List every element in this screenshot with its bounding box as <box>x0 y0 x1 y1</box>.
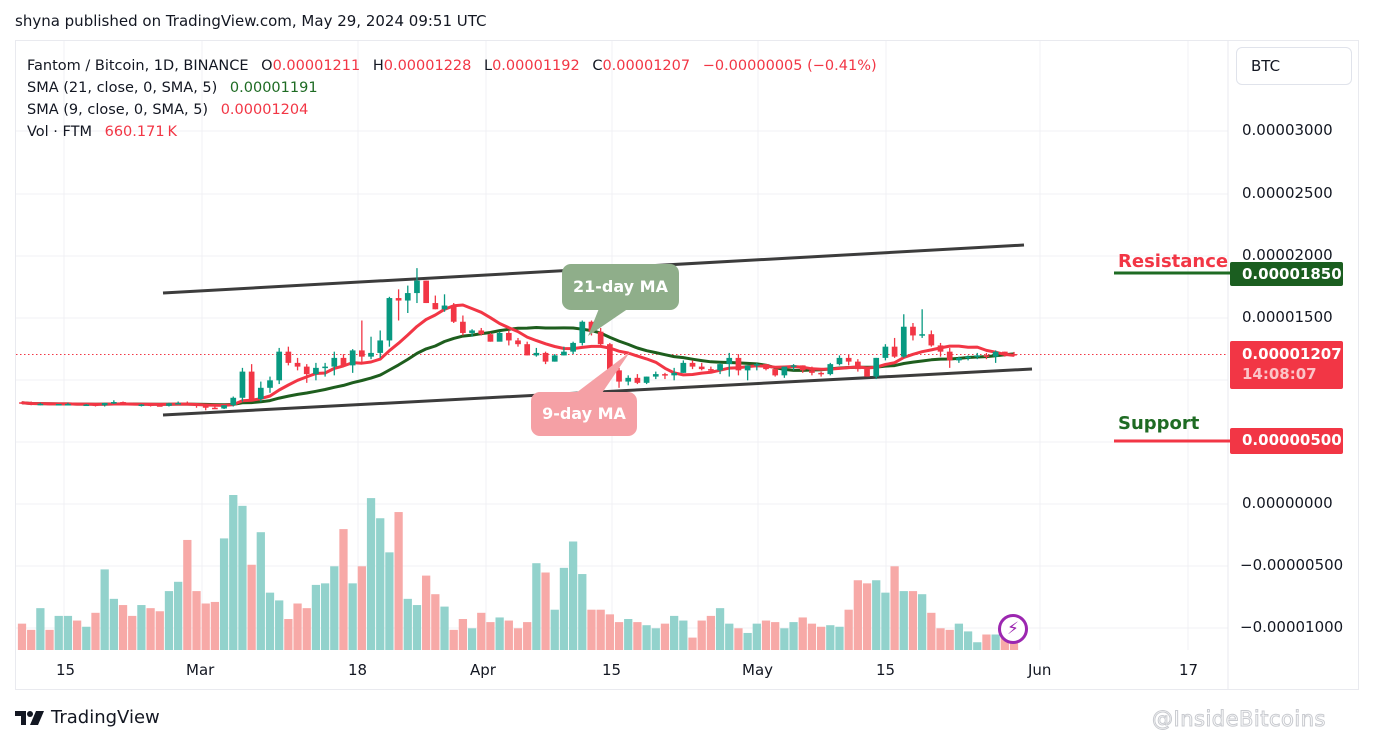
volume-row[interactable]: Vol · FTM 660.171 K <box>27 121 877 143</box>
tradingview-logo[interactable]: TradingView <box>15 707 160 728</box>
low-label: L <box>483 58 493 74</box>
support-price-tag: 0.00000500 <box>1230 428 1343 454</box>
price-axis-label: 0.00001500 <box>1242 308 1333 326</box>
time-axis-label: Jun <box>1028 661 1052 679</box>
support-label: Support <box>1118 413 1200 434</box>
symbol-title[interactable]: Fantom / Bitcoin, 1D, BINANCE <box>27 58 249 74</box>
change-value: −0.00000005 (−0.41%) <box>702 58 877 74</box>
open-label: O <box>261 58 273 74</box>
tradingview-brand: TradingView <box>51 707 160 728</box>
lightning-event-icon[interactable]: ⚡ <box>998 614 1028 644</box>
volume-value: 660.171 K <box>104 124 177 140</box>
countdown-timer: 14:08:07 <box>1242 365 1317 383</box>
volume-label: Vol · FTM <box>27 124 92 140</box>
time-axis-label: 15 <box>602 661 622 679</box>
price-axis-label: 0.00000000 <box>1242 494 1333 512</box>
high-label: H <box>372 58 384 74</box>
publish-info: shyna published on TradingView.com, May … <box>15 12 487 30</box>
price-axis-label: −0.00000500 <box>1240 556 1344 574</box>
close-value: 0.00001207 <box>602 58 691 74</box>
sma21-value: 0.00001191 <box>229 80 318 96</box>
high-value: 0.00001228 <box>383 58 472 74</box>
currency-button[interactable]: BTC <box>1236 47 1352 85</box>
resistance-price-tag: 0.00001850 <box>1230 262 1343 286</box>
close-label: C <box>592 58 603 74</box>
ma21-callout: 21-day MA <box>562 264 679 310</box>
chart-legend: Fantom / Bitcoin, 1D, BINANCE O0.0000121… <box>27 55 877 143</box>
sma9-row[interactable]: SMA (9, close, 0, SMA, 5) 0.00001204 <box>27 99 877 121</box>
time-axis-label: 18 <box>348 661 368 679</box>
price-axis-label: 0.00002500 <box>1242 184 1333 202</box>
time-axis-label: Apr <box>470 661 496 679</box>
sma21-row[interactable]: SMA (21, close, 0, SMA, 5) 0.00001191 <box>27 77 877 99</box>
sma9-label: SMA (9, close, 0, SMA, 5) <box>27 102 209 118</box>
price-axis-label: 0.00002000 <box>1242 246 1333 264</box>
time-axis-label: 15 <box>56 661 76 679</box>
resistance-label: Resistance <box>1118 251 1229 272</box>
watermark: @InsideBitcoins <box>1152 707 1326 732</box>
sma9-value: 0.00001204 <box>220 102 309 118</box>
sma21-label: SMA (21, close, 0, SMA, 5) <box>27 80 218 96</box>
current-price-tag: 0.00001207 14:08:07 <box>1230 341 1343 389</box>
time-axis-label: May <box>742 661 774 679</box>
low-value: 0.00001192 <box>492 58 580 74</box>
tradingview-logo-icon <box>15 710 44 725</box>
price-axis-label: −0.00001000 <box>1240 618 1344 636</box>
time-axis-label: 17 <box>1179 661 1199 679</box>
time-axis-label: Mar <box>186 661 215 679</box>
current-price: 0.00001207 <box>1242 345 1342 363</box>
ohlc-row: Fantom / Bitcoin, 1D, BINANCE O0.0000121… <box>27 55 877 77</box>
open-value: 0.00001211 <box>272 58 361 74</box>
price-axis-label: 0.00003000 <box>1242 121 1333 139</box>
time-axis-label: 15 <box>876 661 896 679</box>
ma9-callout: 9-day MA <box>531 392 637 436</box>
